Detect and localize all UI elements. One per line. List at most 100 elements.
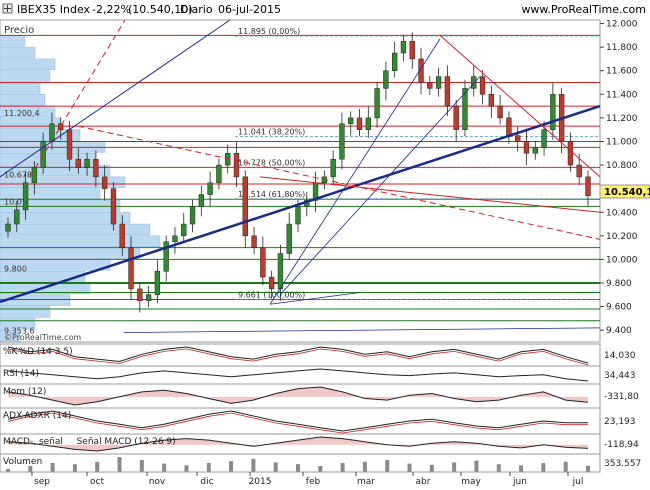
panel-value: 353.557 — [604, 459, 641, 469]
last-price-header: (10.540,10) — [128, 3, 193, 16]
candle-body — [506, 117, 512, 136]
candle-body — [444, 76, 451, 107]
panel-mom: Mom (12) -331,80 — [0, 383, 639, 409]
volume-bar — [452, 462, 457, 472]
volume-profile-bar — [0, 117, 61, 129]
x-tick-label: jun — [512, 477, 527, 487]
fib-label: 10.778 (50,00%) — [238, 159, 305, 168]
panel-label: RSI (14) — [3, 369, 39, 379]
panel-value: -118,94 — [604, 440, 639, 450]
panel-label: %K — [3, 347, 19, 357]
candle-body — [66, 129, 73, 160]
volume-bar — [474, 460, 479, 472]
indicator-panels: %K %D (14 3 5) 14,030 RSI (14) 34,443 Mom (12… — [0, 343, 641, 473]
volume-profile-label: 9.800 — [4, 265, 27, 274]
last-price-badge: 10.540,10 — [599, 184, 650, 199]
candle-body — [427, 82, 433, 89]
candle-body — [233, 153, 240, 178]
volume-profile-bar — [0, 200, 121, 212]
site-label: www.ProRealTime.com — [521, 3, 646, 16]
x-tick-label: nov — [149, 477, 166, 487]
candle-body — [383, 70, 389, 89]
y-tick-label: 10.200 — [606, 232, 638, 242]
volume-profile-bar — [0, 46, 36, 59]
y-tick-label: 10.800 — [606, 161, 638, 171]
chart-header: IBEX35 Index -2,22% (10.540,10) Diario 0… — [2, 3, 646, 16]
volume-profile-bar — [0, 212, 131, 224]
candle-body — [58, 123, 64, 130]
trend-line — [269, 38, 441, 305]
volume-bar — [139, 460, 144, 472]
candle-body — [22, 182, 29, 211]
volume-bar — [251, 458, 256, 472]
x-tick-label: feb — [306, 477, 321, 487]
indicator-area — [8, 437, 588, 451]
panel-adx: ADX ADXR (14) 23,193 — [0, 407, 636, 435]
fan-line — [259, 176, 601, 213]
panel-frame — [0, 365, 601, 385]
y-tick-label: 10.000 — [606, 255, 638, 265]
candle-body — [356, 117, 363, 130]
candle-body — [277, 253, 284, 290]
candle-body — [5, 223, 11, 232]
x-tick-label: 2015 — [249, 477, 272, 487]
y-tick-label: 10.400 — [606, 208, 638, 218]
candle-body — [435, 76, 442, 89]
candle-body — [286, 223, 292, 254]
candle-body — [523, 141, 530, 154]
trend-line — [123, 327, 601, 333]
volume-bar — [273, 462, 278, 472]
change-percent: -2,22% — [92, 3, 131, 16]
candle-body — [339, 123, 345, 160]
y-tick-label: 11.200 — [606, 114, 638, 124]
volume-profile-label: 11.200,4 — [4, 109, 40, 118]
indicator-line — [7, 346, 589, 364]
candle-body — [154, 270, 161, 296]
panel-value: 14,030 — [604, 351, 636, 361]
volume-profile-label: 9.353,6 — [4, 327, 35, 336]
panel-sublabel: Señal MACD (12 26 9) — [77, 437, 176, 447]
panel-rsi: RSI (14) 34,443 — [0, 365, 636, 385]
candle-body — [189, 206, 196, 225]
volume-profile-bar — [0, 247, 141, 259]
panel-label: Mom (12) — [3, 387, 46, 397]
candle-body — [242, 176, 248, 237]
candle-body — [128, 247, 134, 290]
volume-bar — [95, 461, 100, 472]
y-tick-label: 11.600 — [606, 67, 638, 77]
volume-profile-bar — [0, 35, 26, 47]
volume-bar — [184, 465, 189, 472]
candle-body — [93, 158, 99, 178]
last-price-badge-text: 10.540,10 — [604, 187, 650, 198]
candle-body — [110, 188, 117, 225]
volume-bar — [385, 460, 390, 472]
panel-value: 23,193 — [604, 417, 636, 427]
dashed-channel — [29, 19, 126, 178]
volume-profile-bar — [0, 223, 151, 236]
candle-body — [348, 117, 354, 125]
candle-body — [49, 123, 55, 142]
panel-label: ADX — [3, 411, 22, 421]
x-tick-label: may — [461, 477, 481, 487]
symbol-title: IBEX35 Index — [17, 3, 91, 16]
candle-body — [216, 164, 222, 184]
volume-profile-bar — [0, 82, 41, 94]
indicator-signal-line — [7, 348, 589, 366]
panel-label: Volumen — [3, 457, 42, 467]
volume-bar — [162, 463, 167, 472]
volume-bar — [563, 461, 568, 472]
candle-body — [119, 223, 125, 248]
candle-body — [251, 235, 257, 248]
y-tick-label: 12.000 — [606, 20, 638, 30]
candle-body — [172, 235, 178, 242]
volume-bar — [229, 461, 234, 472]
price-panel-label: Precio — [4, 25, 34, 36]
dashed-resistance — [77, 125, 601, 240]
volume-bar — [318, 466, 323, 472]
volume-bar — [362, 461, 367, 472]
candle-body — [488, 94, 494, 107]
candle-body — [31, 167, 38, 184]
y-tick-label: 9.400 — [606, 326, 632, 336]
volume-bar — [50, 463, 55, 472]
